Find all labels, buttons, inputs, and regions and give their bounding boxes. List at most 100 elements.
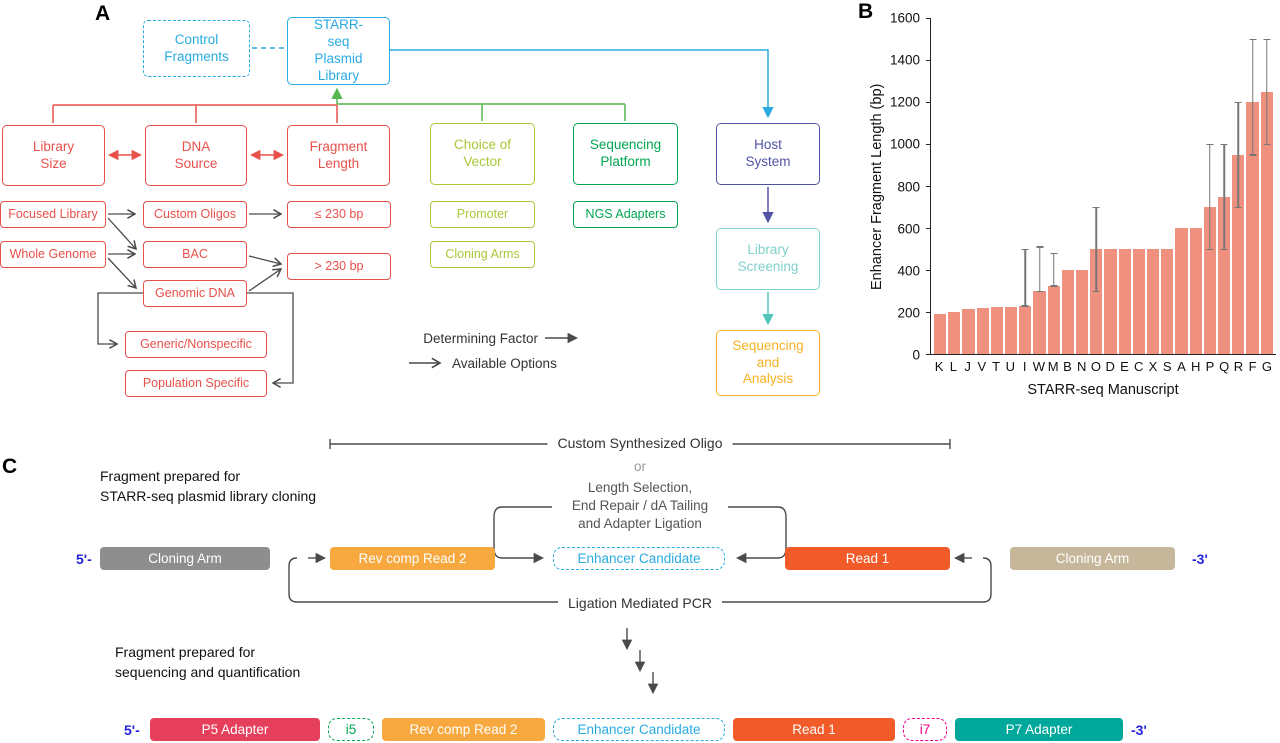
x-tick-label: V: [977, 359, 987, 374]
i7-index-box: i7: [903, 718, 947, 741]
x-tick-label: W: [1032, 359, 1046, 374]
y-tick-mark: [926, 143, 931, 145]
fragment-length-box: Fragment Length: [287, 125, 390, 186]
caption-sequencing: Fragment prepared for sequencing and qua…: [115, 643, 300, 682]
y-tick-mark: [926, 227, 931, 229]
bar-K: [934, 18, 947, 354]
x-tick-label: J: [964, 359, 971, 374]
rev-comp-read2-box-row1: Rev comp Read 2: [330, 547, 495, 570]
sequencing-and-analysis-box: Sequencing and Analysis: [716, 330, 820, 396]
bar-O: [1090, 18, 1103, 354]
determining-factor-lines-green: [331, 87, 626, 121]
bar-H: [1189, 18, 1202, 354]
y-tick-label: 1000: [889, 136, 920, 152]
generic-nonspecific-box: Generic/Nonspecific: [125, 331, 267, 358]
panel-a-label: A: [95, 2, 111, 25]
enhancer-candidate-box-row1: Enhancer Candidate: [553, 547, 725, 570]
ngs-adapters-box: NGS Adapters: [573, 201, 678, 228]
bar-X: [1147, 18, 1160, 354]
x-tick-label: M: [1047, 359, 1059, 374]
alt-process-line3: and Adapter Ligation: [578, 516, 702, 531]
x-tick-label: T: [992, 359, 1001, 374]
x-tick-label: S: [1162, 359, 1172, 374]
gt-230bp-box: > 230 bp: [287, 253, 391, 280]
promoter-box: Promoter: [430, 201, 535, 228]
library-screening-box: Library Screening: [716, 228, 820, 290]
bar-A: [1175, 18, 1188, 354]
legend-available-options: Available Options: [452, 356, 557, 371]
x-tick-label: H: [1190, 359, 1201, 374]
caption-sequencing-line1: Fragment prepared for: [115, 644, 256, 660]
read1-box-row1: Read 1: [785, 547, 950, 570]
focused-library-box: Focused Library: [0, 201, 106, 228]
panel-c-label: C: [2, 455, 18, 478]
or-label: or: [633, 459, 647, 474]
bar-N: [1076, 18, 1089, 354]
control-fragments-box: Control Fragments: [143, 20, 250, 77]
dna-source-box: DNA Source: [145, 125, 247, 186]
y-tick-label: 1200: [889, 94, 920, 110]
y-tick-label: 800: [897, 179, 920, 194]
whole-genome-box: Whole Genome: [0, 241, 106, 268]
x-tick-label: U: [1005, 359, 1016, 374]
alt-process-line1: Length Selection,: [587, 480, 693, 495]
bar-D: [1104, 18, 1117, 354]
le-230bp-box: ≤ 230 bp: [287, 201, 391, 228]
bar-T: [990, 18, 1004, 354]
x-tick-label: K: [934, 359, 944, 374]
y-tick-mark: [926, 59, 931, 61]
choice-of-vector-box: Choice of Vector: [430, 123, 535, 185]
bar-S: [1161, 18, 1174, 354]
x-tick-label: G: [1261, 359, 1272, 374]
x-axis-title: STARR-seq Manuscript: [1027, 382, 1179, 398]
x-tick-label: R: [1233, 359, 1244, 374]
bar-Q: [1218, 18, 1231, 354]
cloning-arm-left-box: Cloning Arm: [100, 547, 270, 570]
y-axis-ticks: 0 200 400 600 800 1000 1200 1400 1600: [888, 11, 924, 363]
x-tick-label: A: [1177, 359, 1186, 374]
p7-adapter-box: P7 Adapter: [955, 718, 1123, 741]
bar-R: [1232, 18, 1245, 354]
caption-cloning: Fragment prepared for STARR-seq plasmid …: [100, 467, 316, 506]
three-prime-label-row1: -3': [1192, 551, 1208, 567]
x-tick-label: X: [1148, 359, 1158, 374]
bar-V: [976, 18, 989, 354]
rev-comp-read2-box-row2: Rev comp Read 2: [382, 718, 545, 741]
x-tick-label: L: [949, 359, 957, 374]
bar-G: [1260, 18, 1273, 354]
x-tick-label: N: [1076, 359, 1087, 374]
bar-F: [1246, 18, 1259, 354]
y-tick-label: 0: [912, 347, 920, 363]
custom-oligos-box: Custom Oligos: [143, 201, 247, 228]
x-tick-label: P: [1205, 359, 1215, 374]
y-tick-mark: [926, 185, 931, 187]
read1-box-row2: Read 1: [733, 718, 895, 741]
x-tick-label: B: [1063, 359, 1072, 374]
legend-determining-factor: Determining Factor: [423, 331, 538, 346]
enhancer-candidate-box-row2: Enhancer Candidate: [553, 718, 725, 741]
y-tick-label: 200: [897, 305, 920, 321]
bar-B: [1061, 18, 1075, 354]
i5-index-box: i5: [328, 718, 374, 741]
panel-b-label: B: [858, 0, 874, 23]
y-tick-mark: [926, 353, 931, 355]
library-size-box: Library Size: [2, 125, 105, 186]
bar-C: [1132, 18, 1146, 354]
sequencing-platform-box: Sequencing Platform: [573, 123, 678, 185]
genomic-dna-box: Genomic DNA: [143, 280, 247, 307]
y-tick-mark: [926, 311, 931, 313]
caption-cloning-line1: Fragment prepared for: [100, 468, 241, 484]
bac-box: BAC: [143, 241, 247, 268]
host-system-box: Host System: [716, 123, 820, 185]
custom-synthesized-oligo-label: Custom Synthesized Oligo: [547, 435, 733, 451]
three-prime-label-row2: -3': [1131, 722, 1147, 738]
chart-plot: [926, 17, 1276, 355]
bar-P: [1203, 18, 1217, 354]
p5-adapter-box: P5 Adapter: [150, 718, 320, 741]
five-prime-label-row1: 5'-: [76, 551, 92, 567]
bar-J: [962, 18, 975, 354]
x-tick-label: I: [1022, 359, 1027, 374]
starrseq-plasmid-library-box: STARR-seq Plasmid Library: [287, 17, 390, 85]
y-axis-label: Enhancer Fragment Length (bp): [869, 83, 885, 290]
